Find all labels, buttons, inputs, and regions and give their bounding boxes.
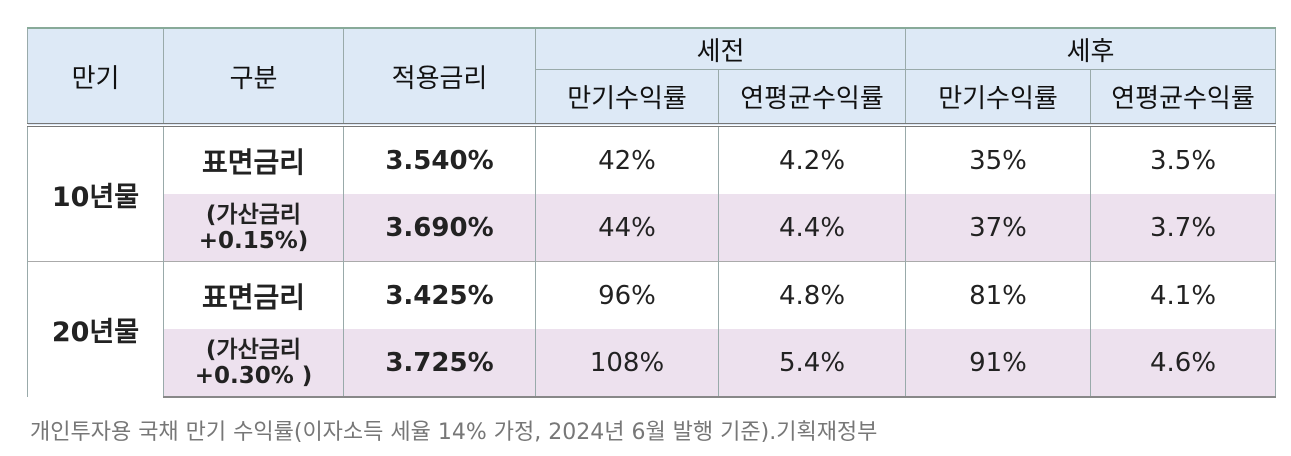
value-cell: 91% bbox=[905, 329, 1091, 398]
header-subcell: 연평균수익률 bbox=[1090, 69, 1276, 125]
value-cell: 96% bbox=[535, 261, 719, 329]
table-row: (가산금리 +0.30% ) 3.725% 108% 5.4% 91% 4.6% bbox=[28, 329, 1276, 398]
header-group: 세전 bbox=[535, 27, 906, 70]
value-cell: 4.6% bbox=[1090, 329, 1276, 398]
value-cell: 44% bbox=[535, 194, 719, 262]
type-cell: 표면금리 bbox=[163, 261, 344, 329]
value-cell: 4.4% bbox=[718, 194, 906, 262]
value-cell: 3.7% bbox=[1090, 194, 1276, 262]
caption: 개인투자용 국채 만기 수익률(이자소득 세율 14% 가정, 2024년 6월… bbox=[30, 420, 878, 445]
table-body: 10년물 표면금리 3.540% 42% 4.2% 35% 3.5% (가산금리 +0.15%… bbox=[27, 124, 1276, 398]
value-cell: 108% bbox=[535, 329, 719, 398]
maturity-cell: 10년물 bbox=[27, 124, 164, 262]
type-cell: 표면금리 bbox=[163, 124, 344, 194]
type-cell: (가산금리 +0.30% ) bbox=[163, 329, 344, 398]
header-subcell: 만기수익률 bbox=[535, 69, 719, 125]
value-cell: 42% bbox=[535, 124, 719, 194]
table-row: 20년물 표면금리 3.425% 96% 4.8% 81% 4.1% bbox=[27, 261, 1276, 397]
rate-cell: 3.425% bbox=[343, 261, 536, 329]
header-subcell: 만기수익률 bbox=[905, 69, 1091, 125]
value-cell: 5.4% bbox=[718, 329, 906, 398]
value-cell: 35% bbox=[905, 124, 1091, 194]
table-row: 10년물 표면금리 3.540% 42% 4.2% 35% 3.5% bbox=[27, 124, 1276, 262]
rate-cell: 3.690% bbox=[343, 194, 536, 262]
value-cell: 4.8% bbox=[718, 261, 906, 329]
value-cell: 37% bbox=[905, 194, 1091, 262]
header-subcell: 연평균수익률 bbox=[718, 69, 906, 125]
rate-cell: 3.725% bbox=[343, 329, 536, 398]
header-group: 세후 bbox=[905, 27, 1276, 70]
value-cell: 81% bbox=[905, 261, 1091, 329]
header-cell: 만기 bbox=[27, 27, 164, 125]
header-cell: 적용금리 bbox=[343, 27, 536, 125]
rate-cell: 3.540% bbox=[343, 124, 536, 194]
yield-table: 만기 구분 적용금리 세전 세후 만기수익률 연평균수익률 만기수익률 연평균수… bbox=[27, 27, 1276, 398]
value-cell: 4.1% bbox=[1090, 261, 1276, 329]
value-cell: 4.2% bbox=[718, 124, 906, 194]
type-cell: (가산금리 +0.15%) bbox=[163, 194, 344, 262]
maturity-cell: 20년물 bbox=[27, 261, 164, 397]
table-row: (가산금리 +0.15%) 3.690% 44% 4.4% 37% 3.7% bbox=[28, 194, 1276, 262]
header-cell: 구분 bbox=[163, 27, 344, 125]
value-cell: 3.5% bbox=[1090, 124, 1276, 194]
